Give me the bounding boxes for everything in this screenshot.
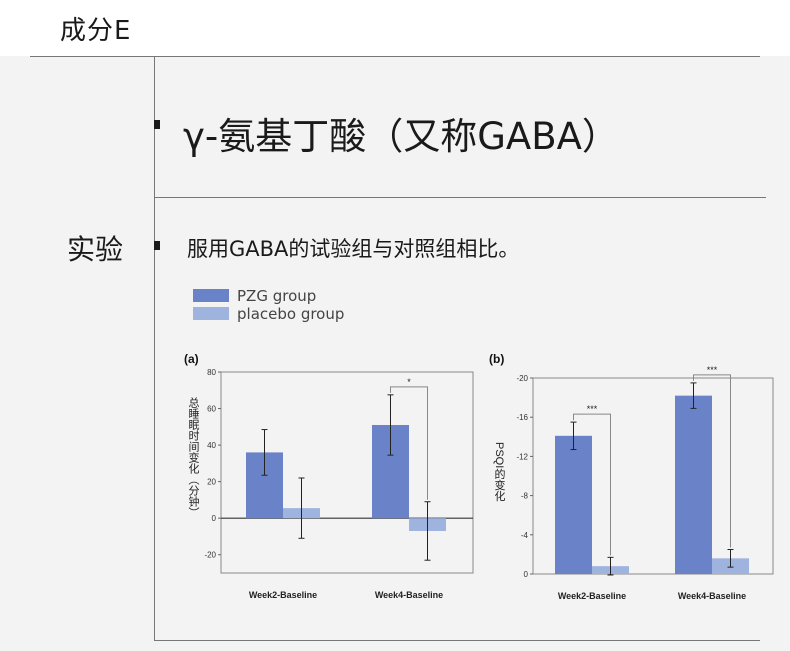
- y-tick-label: 40: [207, 441, 216, 450]
- plot-frame: [220, 371, 474, 574]
- y-tick-label: -20: [516, 374, 528, 383]
- significance-bracket: [693, 374, 731, 548]
- y-tick-label: 20: [207, 478, 216, 487]
- legend-swatch-placebo: [193, 307, 229, 320]
- y-tick-label: -4: [521, 531, 529, 540]
- bar-pzg: [555, 435, 592, 574]
- section-title: 成分E: [60, 16, 132, 46]
- legend-swatch-pzg: [193, 289, 229, 302]
- y-axis-label: PSQI的变化: [493, 442, 506, 502]
- significance-marker: ***: [707, 365, 718, 375]
- panel-label: (b): [489, 352, 504, 366]
- significance-bracket: [390, 386, 428, 500]
- y-tick-label: 0: [524, 570, 529, 579]
- plot-frame: [532, 377, 774, 575]
- legend-label-placebo: placebo group: [237, 305, 345, 323]
- header-divider: [30, 56, 760, 57]
- significance-marker: ***: [587, 404, 598, 414]
- y-tick-label: -16: [516, 413, 528, 422]
- header-band: [0, 0, 790, 56]
- legend-label-pzg: PZG group: [237, 287, 317, 305]
- x-tick-label: Week2-Baseline: [558, 591, 626, 601]
- label-column-divider: [154, 56, 155, 641]
- x-tick-label: Week4-Baseline: [678, 591, 746, 601]
- experiment-bullet: [154, 241, 160, 250]
- footer-divider: [154, 640, 760, 641]
- bar-pzg: [675, 395, 712, 574]
- row-divider: [154, 197, 766, 198]
- experiment-description: 服用GABA的试验组与对照组相比。: [187, 237, 520, 261]
- y-tick-label: -12: [516, 452, 528, 461]
- y-tick-label: -8: [521, 492, 529, 501]
- component-name: γ-氨基丁酸（又称GABA）: [183, 115, 619, 158]
- y-tick-label: 0: [212, 514, 217, 523]
- significance-marker: *: [407, 377, 411, 387]
- y-axis-label: 总睡眠时间变化（分钟）: [187, 396, 200, 518]
- y-tick-label: 60: [207, 405, 216, 414]
- experiment-label: 实验: [67, 233, 124, 266]
- y-tick-label: 80: [207, 368, 216, 377]
- chart-sleep-time: (a) 80 60 40 20 0 -20 总睡眠时间变化（分钟） Week2-Baseline…: [184, 352, 474, 600]
- x-tick-label: Week2-Baseline: [249, 590, 317, 600]
- significance-bracket: [573, 413, 611, 556]
- y-tick-label: -20: [204, 551, 216, 560]
- panel-label: (a): [184, 352, 199, 366]
- component-bullet: [154, 120, 160, 129]
- x-tick-label: Week4-Baseline: [375, 590, 443, 600]
- chart-psqi: (b) -20 -16 -12 -8 -4 0 PSQI的变化 Week2-Baseline We…: [489, 352, 774, 601]
